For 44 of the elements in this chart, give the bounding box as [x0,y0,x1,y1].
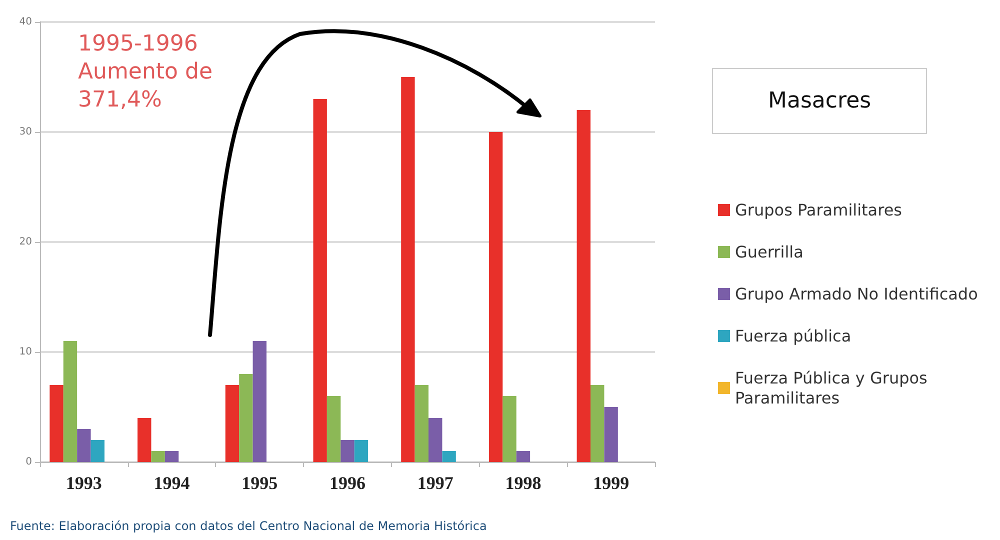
legend-label: Fuerza pública [735,326,852,346]
bar [442,451,456,462]
bar [90,440,104,462]
bar [326,396,341,462]
x-tick-label: 1994 [154,473,190,493]
bar [164,451,179,462]
bar [604,407,618,462]
legend-label: Fuerza Pública y Grupos Paramilitares [735,368,932,408]
bar [340,440,354,462]
text: Masacres [768,88,872,114]
bar [516,451,530,462]
x-tick-label: 1998 [505,473,542,493]
x-tick-label: 1996 [330,473,366,493]
source-note: Fuente: Elaboración propia con datos del Centro Nacional de Memoria Histórica [10,519,487,533]
bar [313,99,327,462]
bar [151,451,165,462]
y-tick-label: 20 [19,236,32,248]
y-tick-label: 10 [19,346,32,358]
x-tick-label: 1995 [242,473,278,493]
x-tick-label: 1993 [66,473,102,493]
bar [590,385,604,462]
bar [428,418,442,462]
x-tick-label: 1999 [593,473,630,493]
bar [50,385,64,462]
bar [77,429,91,462]
y-tick-label: 40 [19,16,32,28]
x-tick-label: 1997 [417,473,454,493]
bar [414,385,429,462]
bar [252,341,266,462]
bar [488,132,503,462]
legend-label: Grupos Paramilitares [735,200,902,220]
bar [239,374,253,462]
bar [401,77,415,462]
legend-label: Guerrilla [735,242,804,262]
bar [576,110,591,462]
annotation: 1995-1996 Aumento de 371,4% [78,32,212,112]
bar [502,396,516,462]
bar [225,385,240,462]
bar [63,341,78,462]
legend-label: Grupo Armado No Identificado [735,284,978,304]
y-tick-label: 0 [26,456,32,468]
bar [138,418,152,462]
bar [354,440,368,462]
y-tick-label: 30 [19,126,32,138]
